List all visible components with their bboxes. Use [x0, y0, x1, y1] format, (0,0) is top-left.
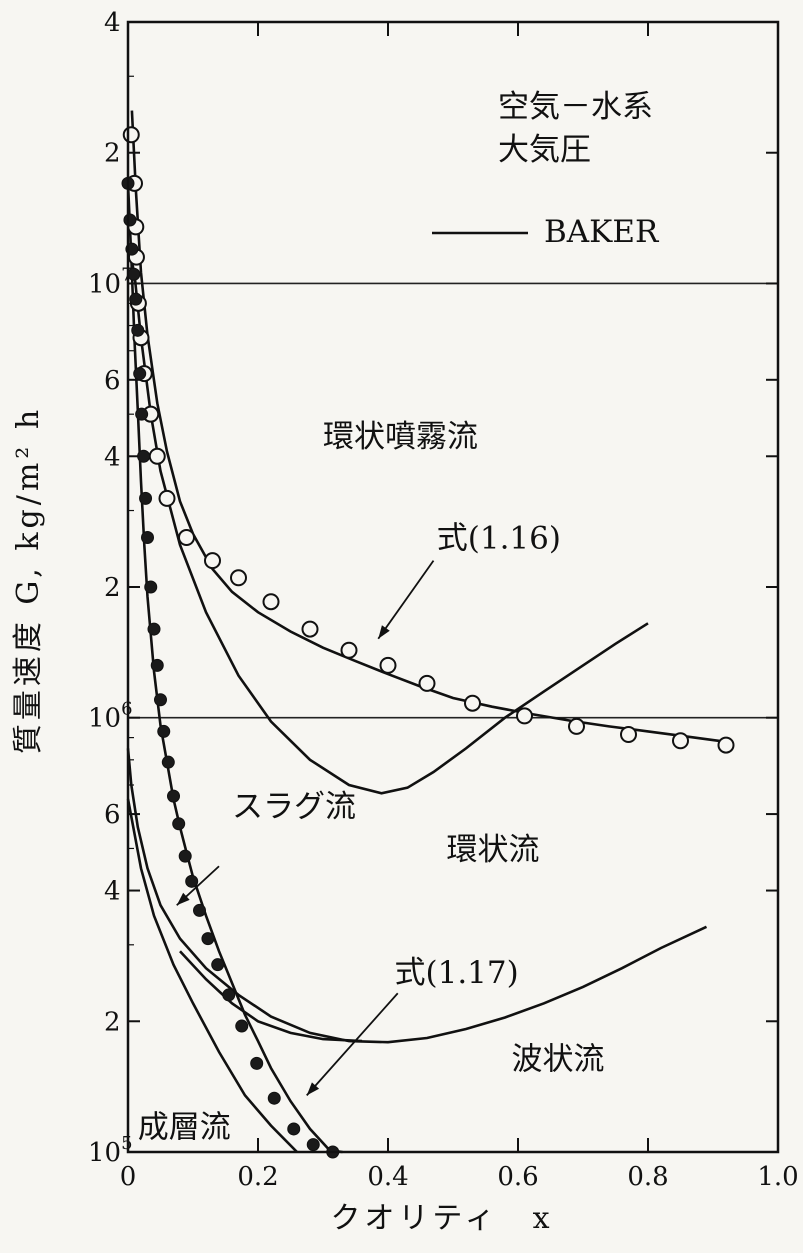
legend-pressure-label: 大気圧: [498, 132, 591, 168]
y-tick-label: 4: [104, 877, 121, 907]
filled-circle-point: [123, 213, 137, 227]
filled-circle-point: [250, 1056, 264, 1070]
y-tick-label: 4: [104, 442, 121, 472]
open-circle-point: [516, 707, 533, 725]
y-tick-label: 2: [104, 573, 121, 603]
open-circle-point: [262, 593, 280, 611]
filled-circle-point: [139, 491, 153, 505]
open-circle-point: [178, 529, 195, 547]
equation-label: 式(1.16): [437, 521, 561, 557]
filled-circle-point: [185, 874, 199, 888]
filled-circle-point: [161, 755, 175, 769]
open-circle-point: [122, 126, 140, 144]
y-tick-label: 2: [104, 139, 121, 169]
y-tick-label: 106: [88, 699, 133, 734]
filled-circle-point: [201, 932, 215, 946]
filled-circle-point: [222, 988, 236, 1002]
plot-frame: [126, 20, 780, 1154]
x-tick-label: 0.4: [367, 1162, 408, 1192]
open-circle-point: [230, 569, 247, 587]
open-circle-point: [148, 447, 166, 465]
y-tick-label: 6: [104, 800, 121, 830]
filled-circle-point: [211, 958, 225, 972]
arrow-head-icon: [176, 892, 190, 906]
open-circle-point: [301, 620, 319, 638]
filled-circle-point: [129, 292, 143, 306]
filled-circle-point: [141, 531, 154, 545]
open-circle-point: [340, 641, 358, 659]
x-axis-label: クオリティ x: [330, 1201, 553, 1236]
region-label-annular: 環状流: [447, 832, 540, 868]
y-tick-label: 107: [88, 264, 133, 299]
legend: 空気－水系 大気圧 BAKER: [432, 89, 660, 250]
open-circle-point: [379, 656, 397, 674]
arrow-head-icon: [378, 625, 390, 639]
open-circle-point: [568, 717, 585, 735]
x-tick-label: 0.2: [237, 1162, 278, 1192]
filled-circle-point: [287, 1122, 301, 1136]
filled-circle-point: [157, 724, 171, 738]
filled-circle-point: [131, 323, 145, 337]
filled-circle-point: [172, 817, 186, 831]
region-label-annular_mist: 環状噴霧流: [323, 419, 478, 455]
y-tick-label: 2: [104, 1007, 121, 1037]
filled-circle-point: [135, 407, 149, 421]
y-axis-label: 質量速度 G, kg/m² h: [11, 406, 46, 754]
equation-label: 式(1.17): [395, 955, 519, 991]
filled-circle-point: [167, 789, 180, 803]
filled-circle-point: [178, 849, 192, 863]
legend-system-label: 空気－水系: [498, 89, 653, 125]
curve-baker_wavy_upper: [126, 748, 708, 1044]
curve-layer: [126, 110, 727, 1154]
region-label-wavy: 波状流: [512, 1041, 605, 1077]
filled-circle-point: [235, 1019, 249, 1033]
filled-circle-point: [137, 449, 151, 463]
leader-line: [306, 992, 399, 1096]
open-circle-point: [620, 725, 637, 743]
filled-circle-point: [133, 367, 147, 381]
curve-baker_annular_upper: [128, 248, 649, 795]
marker-layer: [121, 126, 735, 1159]
open-circle-point: [672, 732, 689, 750]
leader-line: [377, 560, 435, 640]
open-circle-point: [464, 694, 481, 712]
region-label-slug: スラグ流: [232, 789, 356, 825]
x-tick-label: 0.8: [627, 1162, 668, 1192]
filled-circle-point: [127, 267, 141, 281]
y-axis-title: 質量速度 G, kg/m² h: [11, 406, 46, 754]
filled-circle-point: [193, 903, 206, 917]
y-tick-label: 6: [104, 366, 121, 396]
filled-circle-point: [147, 622, 161, 636]
x-tick-label: 0: [120, 1162, 137, 1192]
open-circle-point: [204, 552, 221, 570]
x-tick-label: 1.0: [757, 1162, 798, 1192]
curve-eq_1_17: [126, 183, 343, 1154]
legend-baker-label: BAKER: [544, 214, 660, 250]
region-label-stratified: 成層流: [138, 1109, 231, 1145]
filled-circle-point: [150, 658, 164, 672]
filled-circle-point: [154, 693, 167, 707]
filled-circle-point: [144, 580, 158, 594]
open-circle-point: [717, 736, 735, 754]
open-circle-point: [158, 489, 176, 507]
open-circle-point: [418, 674, 436, 692]
y-tick-label: 4: [104, 8, 121, 38]
filled-circle-point: [306, 1138, 320, 1152]
curve-baker_stratified: [126, 798, 298, 1153]
x-tick-label: 0.6: [497, 1162, 538, 1192]
filled-circle-point: [267, 1091, 281, 1105]
arrow-head-icon: [306, 1082, 320, 1096]
curve-baker_stratified_wavy: [179, 950, 363, 1043]
